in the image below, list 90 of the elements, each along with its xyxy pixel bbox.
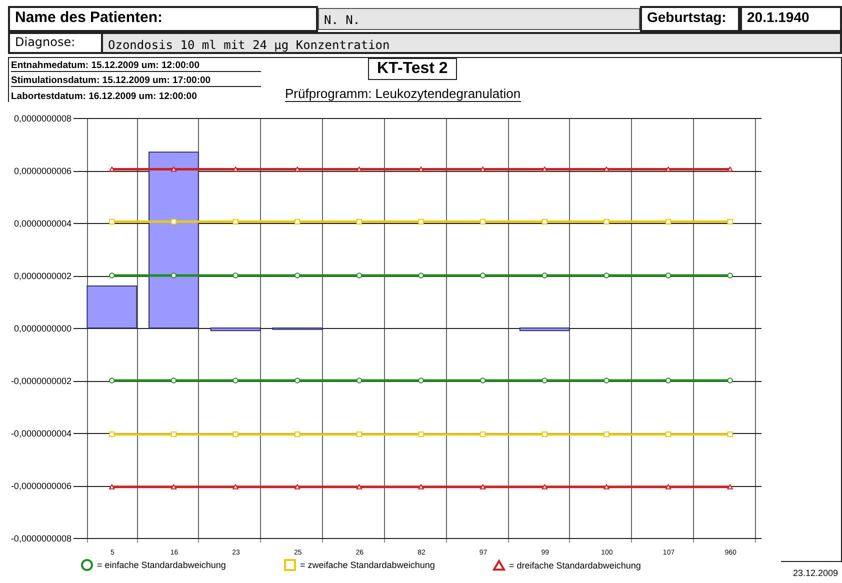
- legend-label: = einfache Standardabweichung: [97, 560, 226, 570]
- point: [542, 218, 548, 225]
- point: [418, 272, 424, 278]
- chart-subtitle: Prüfprogramm: Leukozytendegranulation: [285, 86, 521, 102]
- point: [418, 166, 424, 172]
- point: [356, 218, 362, 225]
- legend-label: = dreifache Standardabweichung: [509, 560, 641, 570]
- point: [418, 218, 424, 225]
- point: [665, 431, 672, 438]
- point: [727, 484, 733, 490]
- point: [170, 431, 177, 438]
- point: [109, 272, 115, 278]
- y-tick-label: 0,0000000006: [14, 166, 72, 176]
- point: [109, 378, 115, 384]
- point: [232, 378, 238, 384]
- point: [294, 272, 300, 278]
- text: Stimulationsdatum: 15.12.2009 um: 17:00:00: [11, 75, 261, 87]
- point: [480, 378, 486, 384]
- text: Labortestdatum: 16.12.2009 um: 12:00:00: [11, 91, 197, 102]
- point: [727, 166, 733, 172]
- point: [727, 378, 733, 384]
- y-tick-label: 0,0000000004: [14, 218, 72, 228]
- point: [665, 378, 672, 384]
- chart-title: KT-Test 2: [368, 58, 457, 80]
- point: [665, 166, 672, 172]
- point: [232, 218, 238, 225]
- point: [480, 166, 486, 172]
- text: 20.1.1940: [740, 6, 842, 32]
- point: [418, 484, 424, 490]
- point: [109, 431, 115, 438]
- point: [418, 431, 424, 438]
- point: [294, 218, 300, 225]
- point: [294, 431, 300, 438]
- point: [109, 484, 115, 490]
- text: N. N.: [318, 8, 640, 30]
- point: [294, 166, 300, 172]
- point: [109, 166, 115, 172]
- point: [232, 166, 238, 172]
- text: Geburtstag:: [640, 6, 740, 32]
- point: [542, 272, 548, 278]
- point: [604, 378, 610, 384]
- point: [727, 431, 733, 438]
- point: [542, 166, 548, 172]
- point: [604, 166, 610, 172]
- legend-label: = zweifache Standardabweichung: [300, 560, 435, 570]
- point: [604, 484, 610, 490]
- y-tick-label: 0,0000000000: [14, 324, 72, 334]
- point: [170, 272, 177, 278]
- point: [232, 431, 238, 438]
- point: [480, 431, 486, 438]
- point: [356, 378, 362, 384]
- point: [727, 272, 733, 278]
- point: [418, 378, 424, 384]
- text: 23.12.2009: [792, 568, 838, 578]
- point: [294, 484, 300, 490]
- point: [356, 272, 362, 278]
- point: [170, 378, 177, 384]
- text: Entnahmedatum: 15.12.2009 um: 12:00:00: [11, 60, 261, 72]
- point: [727, 218, 733, 225]
- point: [170, 484, 177, 490]
- point: [542, 431, 548, 438]
- point: [356, 431, 362, 438]
- point: [294, 378, 300, 384]
- point: [480, 484, 486, 490]
- y-tick-label: -0,0000000002: [10, 376, 72, 386]
- y-tick-label: 0,0000000008: [14, 114, 72, 124]
- y-tick-label: -0,0000000004: [10, 428, 72, 438]
- point: [480, 218, 486, 225]
- text: Ozondosis 10 ml mit 24 µg Konzentration: [103, 32, 842, 54]
- point: [665, 218, 672, 225]
- point: [356, 166, 362, 172]
- point: [170, 166, 177, 172]
- y-tick-label: 0,0000000002: [14, 271, 72, 281]
- point: [356, 484, 362, 490]
- text: Diagnose:: [8, 32, 103, 54]
- point: [665, 272, 672, 278]
- point: [542, 484, 548, 490]
- point: [232, 272, 238, 278]
- y-tick-label: -0,0000000006: [10, 481, 72, 491]
- point: [542, 378, 548, 384]
- text: Name des Patienten:: [8, 6, 318, 32]
- point: [232, 484, 238, 490]
- point: [109, 218, 115, 225]
- point: [604, 218, 610, 225]
- point: [604, 431, 610, 438]
- point: [665, 484, 672, 490]
- y-tick-label: -0,0000000008: [10, 534, 72, 544]
- point: [604, 272, 610, 278]
- point: [480, 272, 486, 278]
- point: [170, 218, 177, 225]
